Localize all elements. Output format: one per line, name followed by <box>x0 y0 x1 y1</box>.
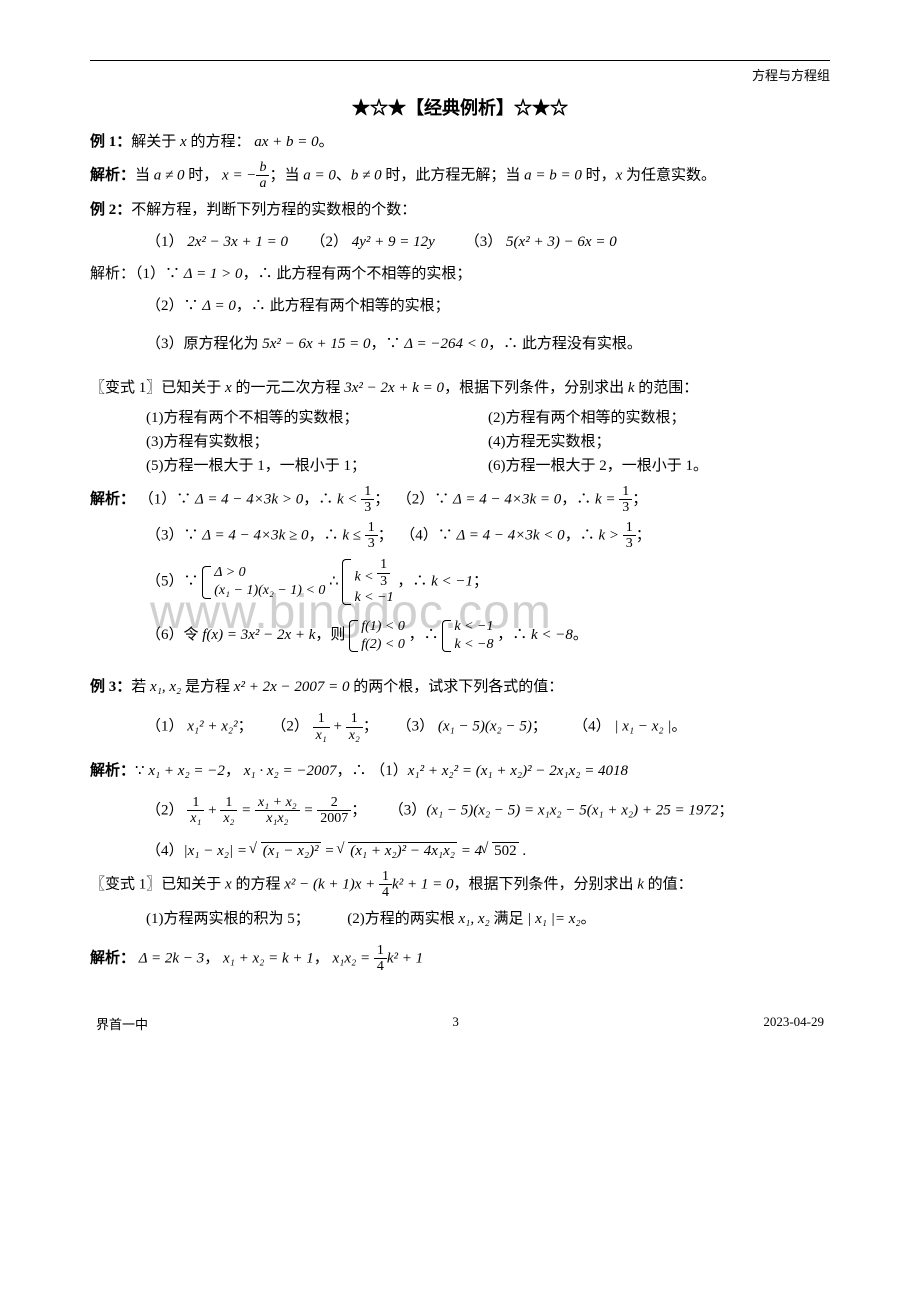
var1-sol-5: （5）∵ Δ > 0(x₁ − 1)(x₂ − 1) < 0 ∴ k < 13k… <box>90 557 830 607</box>
ex1-solution: 解析：当 a ≠ 0 时， x = −ba；当 a = 0、b ≠ 0 时，此方… <box>90 160 830 192</box>
ex2-items: （1） 2x² − 3x + 1 = 0 （2） 4y² + 9 = 12y （… <box>90 228 830 256</box>
ex2-prompt: 例 2：不解方程，判断下列方程的实数根的个数： <box>90 196 830 224</box>
footer-left: 界首一中 <box>96 1014 148 1033</box>
var2-sol: 解析： Δ = 2k − 3， x₁ + x₂ = k + 1， x₁x₂ = … <box>90 943 830 975</box>
footer-date: 2023-04-29 <box>763 1014 824 1033</box>
var2-conditions: (1)方程两实根的积为 5； (2)方程的两实根 x₁, x₂ 满足 | x₁ … <box>90 905 830 933</box>
ex3-items: （1） x₁² + x₂²； （2） 1x₁ + 1x₂； （3） (x₁ − … <box>90 711 830 743</box>
ex3-sol-23: （2） 1x₁ + 1x₂ = x₁ + x₂x₁x₂ = 22007； （3）… <box>90 795 830 827</box>
ex2-sol-3: （3）原方程化为 5x² − 6x + 15 = 0，∵ Δ = −264 < … <box>90 330 830 358</box>
header-subject: 方程与方程组 <box>90 65 830 84</box>
page-footer: 界首一中 3 2023-04-29 <box>90 1014 830 1033</box>
ex1-label: 例 1： <box>90 134 131 150</box>
ex2-sol-1: 解析：（1）∵ Δ = 1 > 0，∴ 此方程有两个不相等的实根； <box>90 260 830 288</box>
var1-prompt: 〖变式 1〗已知关于 x 的一元二次方程 3x² − 2x + k = 0，根据… <box>90 374 830 402</box>
header-rule <box>90 60 830 61</box>
var1-sol-34: （3）∵ Δ = 4 − 4×3k ≥ 0，∴ k ≤ 13； （4）∵ Δ =… <box>90 520 830 552</box>
ex3-sol-4: （4）|x₁ − x₂| = (x₁ − x₂)² = (x₁ + x₂)² −… <box>90 837 830 865</box>
ex1-eq: ax + b = 0 <box>254 134 318 150</box>
section-title: ★☆★【经典例析】☆★☆ <box>90 94 830 120</box>
var2-prompt: 〖变式 1〗已知关于 x 的方程 x² − (k + 1)x + 14k² + … <box>90 869 830 901</box>
footer-page: 3 <box>452 1014 459 1033</box>
var1-conditions: (1)方程有两个不相等的实数根；(2)方程有两个相等的实数根； (3)方程有实数… <box>90 406 830 478</box>
ex3-prompt: 例 3：若 x₁, x₂ 是方程 x² + 2x − 2007 = 0 的两个根… <box>90 673 830 701</box>
var1-sol-12: 解析： （1）∵ Δ = 4 − 4×3k > 0，∴ k < 13； （2）∵… <box>90 484 830 516</box>
ex2-sol-2: （2）∵ Δ = 0，∴ 此方程有两个相等的实根； <box>90 292 830 320</box>
ex1-prompt: 例 1：解关于 x 的方程： ax + b = 0。 <box>90 128 830 156</box>
ex3-sol-head: 解析：∵ x₁ + x₂ = −2， x₁ · x₂ = −2007，∴ （1）… <box>90 757 830 785</box>
var1-sol-6: （6）令 f(x) = 3x² − 2x + k，则 f(1) < 0f(2) … <box>90 613 830 657</box>
